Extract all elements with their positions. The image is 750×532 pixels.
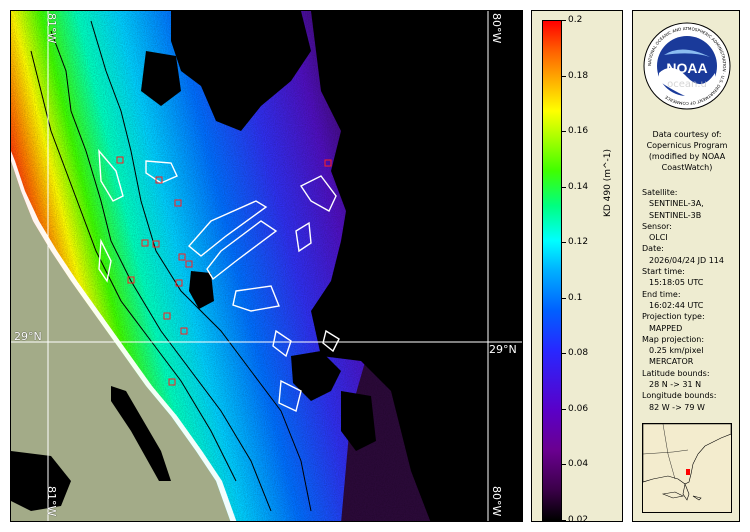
lagoon-features	[11, 386, 171, 511]
colorbar-tick	[562, 131, 566, 132]
colorbar-tick-label: 0.14	[568, 182, 589, 192]
station-markers	[116, 156, 332, 386]
meta-value: 28 N -> 31 N	[649, 380, 702, 390]
colorbar-tick	[562, 20, 566, 21]
lon-label-top-right: 80°W	[490, 13, 503, 44]
colorbar-panel: 0.2 0.18 0.16 0.14 0.12 0.1 0.08 0.06 0.04 0.02 K…	[531, 10, 623, 525]
credit-block: Data courtesy of: Copernicus Program (modi…	[633, 129, 741, 173]
lon-label-bottom-right: 80°W	[490, 486, 503, 517]
cloud-mask	[141, 11, 522, 521]
meta-label: Longitude bounds:	[642, 391, 717, 401]
meta-label: Start time:	[642, 267, 685, 277]
colorbar-tick	[562, 353, 566, 354]
meta-label: Date:	[642, 244, 664, 254]
locator-map	[642, 423, 732, 513]
colorbar-tick-label: 0.18	[568, 71, 589, 81]
meta-value: 16:02:44 UTC	[649, 300, 704, 310]
credit-line: CoastWatch)	[661, 163, 713, 172]
colorbar-tick	[562, 464, 566, 465]
lat-label-left: 29°N	[14, 330, 42, 343]
meta-value: 2026/04/24 JD 114	[649, 255, 724, 265]
colorbar-tick-label: 0.06	[568, 404, 589, 414]
lon-label-bottom-left: 81°W	[45, 486, 58, 517]
colorbar-tick-label: 0.12	[568, 237, 589, 247]
map-panel[interactable]: 81°W 80°W 81°W 80°W 29°N 29°N	[10, 10, 523, 522]
kd490-map	[11, 11, 522, 521]
noaa-logo-text: NOAA	[666, 60, 707, 76]
colorbar-tick	[562, 520, 566, 521]
colorbar-tick	[562, 187, 566, 188]
colorbar-tick-label: 0.16	[568, 126, 589, 136]
meta-label: End time:	[642, 289, 681, 299]
meta-label: Sensor:	[642, 221, 672, 231]
meta-label: Latitude bounds:	[642, 368, 710, 378]
meta-value: 0.25 km/pixel	[649, 346, 704, 356]
colorbar-tick-label: 0.04	[568, 459, 589, 469]
meta-label: Satellite:	[642, 188, 678, 197]
coastline-white	[11, 151, 237, 521]
land-mass	[11, 161, 231, 521]
colorbar-tick	[562, 409, 566, 410]
meta-value: 82 W -> 79 W	[649, 402, 705, 412]
colorbar-title: KD 490 (m^-1)	[603, 148, 613, 218]
credit-line: Data courtesy of:	[652, 130, 722, 139]
lon-label-top-left: 81°W	[45, 13, 58, 44]
credit-line: (modified by NOAA	[648, 152, 726, 161]
meta-value: MERCATOR	[649, 357, 694, 367]
colorbar-tick-label: 0.08	[568, 348, 589, 358]
meta-label: Map projection:	[642, 334, 705, 344]
front-outlines	[98, 148, 340, 412]
colorbar-gradient	[542, 20, 562, 521]
logo-watermark: ocean.u	[667, 79, 707, 90]
graticule	[11, 11, 522, 521]
locator-map-svg	[643, 424, 731, 501]
colorbar-tick	[562, 298, 566, 299]
credit-line: Copernicus Program	[646, 141, 728, 150]
meta-value: SENTINEL-3B	[649, 210, 702, 220]
colorbar-tick-label: 0.02	[568, 515, 589, 525]
metadata-block: Satellite: SENTINEL-3A, SENTINEL-3B Sensor:…	[642, 187, 738, 413]
colorbar-tick	[562, 76, 566, 77]
meta-label: Projection type:	[642, 312, 705, 322]
colorbar-tick-label: 0.2	[568, 15, 583, 25]
meta-value: MAPPED	[649, 323, 683, 333]
meta-value: 15:18:05 UTC	[649, 278, 704, 288]
colorbar-tick	[562, 242, 566, 243]
meta-value: SENTINEL-3A,	[649, 199, 704, 209]
info-panel: NOAA NATIONAL OCEANIC AND ATMOSPHERIC AD…	[632, 10, 740, 522]
colorbar-tick-label: 0.1	[568, 293, 583, 303]
meta-value: OLCI	[649, 233, 668, 243]
locator-extent-marker	[686, 469, 690, 475]
lat-label-right: 29°N	[489, 343, 517, 356]
noaa-logo: NOAA NATIONAL OCEANIC AND ATMOSPHERIC AD…	[643, 22, 731, 110]
